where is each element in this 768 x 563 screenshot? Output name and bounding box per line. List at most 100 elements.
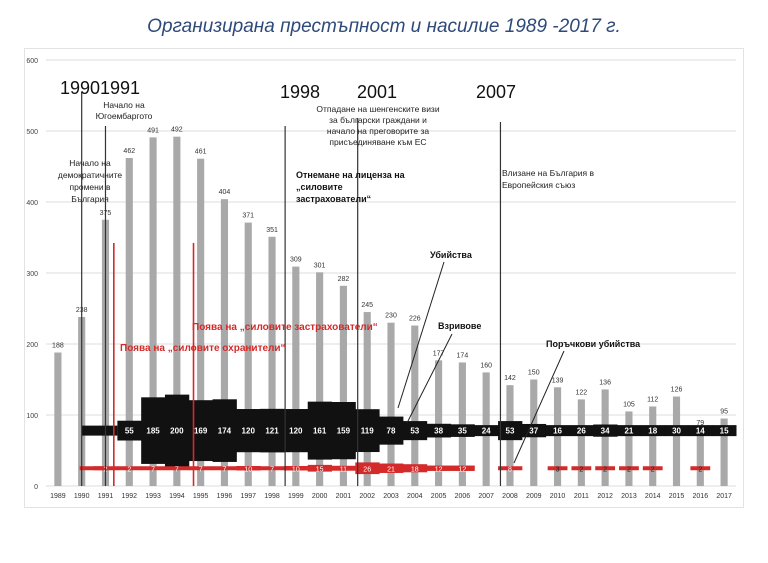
bar (720, 418, 728, 486)
page-title: Организирана престъпност и насилие 1989 … (147, 16, 621, 37)
murder-value-label: 15 (720, 427, 729, 436)
bar-value-label: 174 (457, 352, 469, 359)
bar-value-label: 136 (599, 379, 611, 386)
bombing-value-label: 12 (458, 466, 466, 473)
annotation-contract-killings: Поръчкови убийства (546, 339, 641, 349)
x-tick-label: 2015 (669, 493, 685, 500)
bombing-value-label: 18 (411, 466, 419, 473)
y-tick-label: 0 (34, 484, 38, 491)
annotation-democratic-changes: Начало на (69, 158, 111, 168)
bar (292, 266, 300, 486)
x-tick-label: 2009 (526, 493, 542, 500)
band-segment (212, 399, 237, 462)
band-segment (690, 466, 711, 471)
x-tick-label: 1993 (145, 493, 161, 500)
bar-value-label: 122 (576, 389, 588, 396)
y-tick-label: 600 (26, 58, 38, 65)
band-segment (236, 409, 261, 453)
bombing-value-label: 2 (627, 466, 631, 473)
bar-value-label: 230 (385, 313, 397, 320)
murder-value-label: 38 (434, 427, 443, 436)
annotation-guards: Поява на „силовите охранители“ (120, 343, 286, 354)
bombing-value-label: 15 (316, 466, 324, 473)
annotation-license: „силовите (296, 182, 343, 192)
x-tick-label: 2012 (597, 493, 613, 500)
bar-value-label: 245 (361, 302, 373, 309)
bar (173, 136, 181, 486)
murder-value-label: 200 (170, 427, 184, 436)
bombing-value-label: 10 (244, 466, 252, 473)
bar-value-label: 188 (52, 343, 64, 350)
band-segment (236, 466, 261, 471)
band-segment (260, 466, 285, 471)
bombing-value-label: 2 (651, 466, 655, 473)
x-tick-label: 2003 (383, 493, 399, 500)
x-tick-label: 2008 (502, 493, 518, 500)
murder-value-label: 119 (361, 427, 374, 436)
bar-value-label: 226 (409, 316, 421, 323)
bar (577, 399, 585, 486)
murder-value-label: 35 (458, 427, 467, 436)
band-segment (640, 425, 666, 437)
annotation-license: застрахователи“ (296, 194, 371, 204)
murder-value-label: 120 (242, 427, 256, 436)
murder-value-label: 159 (337, 427, 351, 436)
bar (601, 389, 609, 486)
x-tick-label: 2010 (550, 493, 566, 500)
bar (649, 406, 657, 486)
band-segment (664, 425, 689, 437)
band-lead-in (81, 425, 118, 436)
x-tick-label: 2001 (336, 493, 352, 500)
bar-value-label: 112 (647, 396, 658, 403)
murder-value-label: 21 (624, 427, 633, 436)
band-segment (450, 465, 475, 471)
bar-value-label: 461 (195, 149, 207, 156)
band-segment (547, 466, 568, 471)
annotation-schengen: присъединяване към ЕС (329, 137, 426, 147)
bombing-value-label: 7 (222, 466, 226, 473)
band-segment (117, 466, 142, 471)
pointer-contract-killings (513, 350, 565, 464)
bar (458, 362, 466, 486)
bombing-value-label: 2 (579, 466, 583, 473)
murder-value-label: 120 (289, 427, 303, 436)
x-tick-label: 2016 (693, 493, 709, 500)
bombing-value-label: 11 (340, 466, 347, 473)
bar (696, 429, 704, 486)
bombing-value-label: 2 (603, 466, 607, 473)
bar-value-label: 492 (171, 127, 183, 134)
murder-value-label: 30 (672, 427, 681, 436)
murder-value-label: 185 (146, 427, 160, 436)
annotation-embargo: Югоембаргото (96, 111, 153, 121)
bombing-value-label: 7 (199, 466, 203, 473)
bar (672, 396, 681, 486)
bar (125, 157, 133, 486)
x-tick-label: 2007 (478, 493, 494, 500)
bar (553, 387, 562, 486)
x-tick-label: 2006 (455, 493, 471, 500)
murder-value-label: 55 (125, 427, 134, 436)
band-segment (595, 466, 616, 471)
x-tick-label: 1994 (169, 493, 185, 500)
x-tick-label: 1999 (288, 493, 304, 500)
chart-svg: 0100200300400500600188238375462491492461… (26, 58, 737, 500)
band-segment (331, 402, 356, 460)
bombing-value-label: 7 (270, 466, 274, 473)
band-segment (379, 416, 404, 445)
band-segment (450, 424, 475, 437)
x-tick-label: 2014 (645, 493, 661, 500)
x-tick-label: 2017 (716, 493, 732, 500)
bombing-value-label: 7 (151, 466, 155, 473)
bar (363, 312, 371, 486)
band-segment (141, 466, 166, 471)
bar-value-label: 404 (219, 189, 231, 196)
bar-value-label: 160 (480, 362, 492, 369)
band-segment (426, 423, 451, 438)
bar (625, 411, 633, 486)
band-segment (402, 464, 428, 473)
y-tick-label: 500 (26, 129, 38, 136)
murder-value-label: 24 (482, 427, 491, 436)
bar (339, 285, 347, 486)
band-segment (712, 425, 737, 437)
bar (268, 236, 276, 486)
